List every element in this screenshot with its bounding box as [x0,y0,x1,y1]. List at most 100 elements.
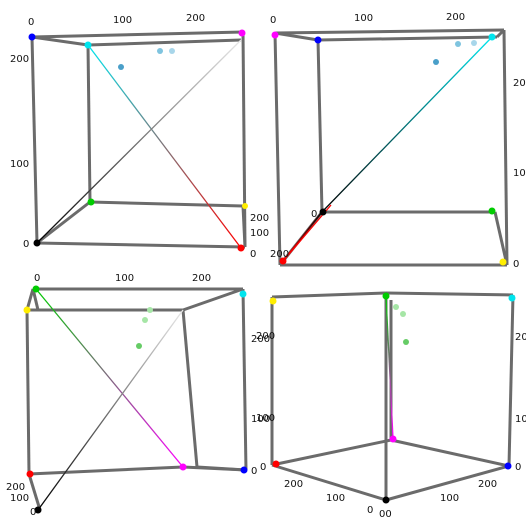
tick-label: 200 [192,273,211,284]
tick-label: 200 [446,12,465,23]
tick-label: 200 [186,13,205,24]
cube-edge [31,30,244,39]
tick-label: 0 [250,249,256,260]
data-point [169,48,175,54]
tick-label: 100 [440,493,459,504]
vertex-cyan [84,41,92,49]
cube-edge [271,291,387,299]
tick-label: 200 [251,334,270,345]
data-point [433,59,439,65]
cube-edge [86,44,92,203]
vertex-black [33,239,41,247]
tick-label: 0 [270,15,276,26]
data-point [403,339,409,345]
cube-edge [385,464,510,502]
cube-edge [274,31,319,42]
tick-label: 0 [28,17,34,28]
vertex-red [272,460,280,468]
tick-label: 0 [30,507,36,518]
cube-edge [89,200,244,208]
tick-label: 100 [251,414,270,425]
tick-label: 0 [34,273,40,284]
vertex-cyan [488,33,496,41]
cube-edge [385,291,514,297]
tick-label: 100 [354,13,373,24]
tick-label: 100 [113,15,132,26]
vertex-magenta [238,29,246,37]
cube-edge [25,288,35,311]
tick-label: 200 [284,479,303,490]
cube-edge [317,35,498,42]
tick-label: 0 [367,505,373,516]
diagonal-cyan-red [87,44,242,249]
cube-edge [271,463,387,502]
cube-edge [241,205,247,248]
cube-edge [271,438,392,467]
vertex-green [32,285,40,293]
cube-edge [274,28,505,35]
vertex-magenta [179,463,187,471]
cube-edge [182,287,244,312]
data-point [455,41,461,47]
tick-label: 100 [326,493,345,504]
cube-edge [273,32,282,266]
tick-label: 200 [10,54,29,65]
diagonal-black-white [37,309,184,511]
cube-edges [30,30,247,249]
panel-bottom-left: 0 100 200 200 100 0 200 100 0 [6,273,270,518]
cube-edge [87,38,242,47]
tick-label: 10 [513,168,526,179]
vertex-red [237,244,245,252]
vertex-cyan [239,290,247,298]
cube-edge [36,241,246,249]
tick-label: 0 [251,466,257,477]
tick-label: 100 [115,273,134,284]
cube-edge [241,288,248,471]
cube-edge [507,294,515,467]
diagonal-black-white [36,39,242,244]
tick-label: 20 [513,78,526,89]
vertex-green [87,198,95,206]
tick-label: 200 [270,249,289,260]
cube-edge [25,309,31,475]
cube-edge [182,465,247,472]
tick-label: 100 [256,413,275,424]
vertex-green [488,207,496,215]
tick-label: 100 [10,159,29,170]
vertex-red [26,470,34,478]
data-point [157,48,163,54]
vertex-cyan [508,294,516,302]
diagonal-green-magenta [385,295,394,439]
vertex-yellow [499,258,507,266]
vertex-black [319,208,327,216]
panel-top-right: 0 100 200 20 10 0 0 200 [270,12,526,270]
panel-bottom-right: 200 100 0 200 100 0 00 100 200 20 10 0 [256,291,526,518]
diagonal-green-magenta [35,288,184,468]
vertex-black [34,506,42,514]
tick-label: 100 [10,493,29,504]
data-point [136,343,142,349]
data-point [147,307,153,313]
tick-label: 200 [250,213,269,224]
cube-edge [502,29,509,266]
tick-label: 0 [260,462,266,473]
cube-edges [25,287,248,511]
cube-edge [36,200,91,245]
vertex-yellow [23,306,31,314]
vertex-magenta [271,31,279,39]
cube-edge [493,211,509,266]
cube-edge [30,36,39,244]
tick-label: 200 [256,331,275,342]
vertex-black [382,496,390,504]
cube-edge [31,288,40,311]
cube-edges [270,291,515,502]
vertex-yellow [269,297,277,305]
tick-label: 0 [311,209,317,220]
tick-label: 0 [513,259,519,270]
vertex-green [382,292,390,300]
vertex-magenta [389,435,397,443]
tick-label: 10 [515,414,526,425]
cube-edge [181,309,199,468]
diagonal-black-cyan [321,36,493,213]
